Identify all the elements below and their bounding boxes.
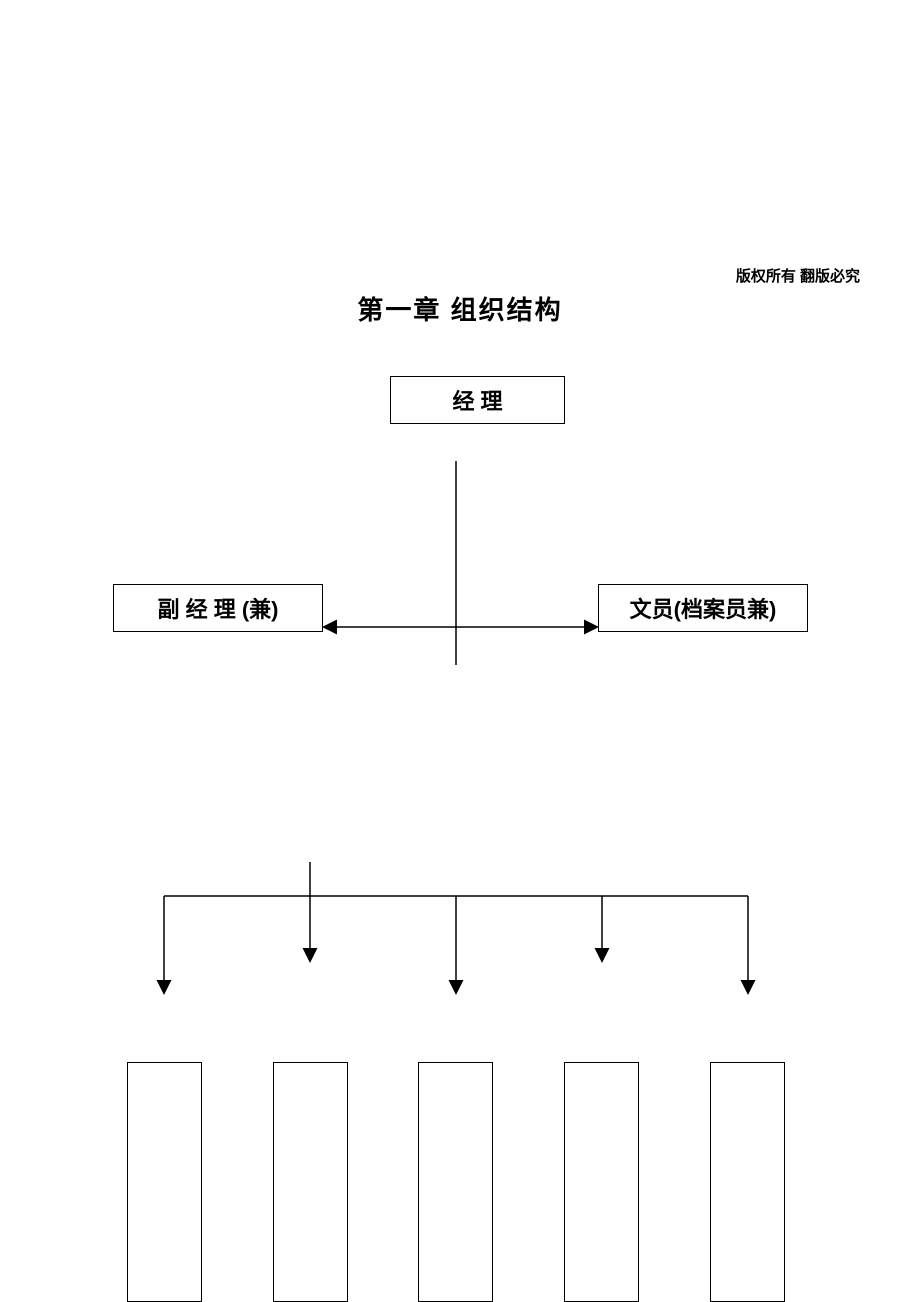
leaf-box-2: [273, 1062, 348, 1302]
leaf-box-3: [418, 1062, 493, 1302]
watermark-text: 版权所有 翻版必究: [736, 265, 860, 286]
node-vice-manager: 副 经 理 (兼): [113, 584, 323, 632]
leaf-box-5: [710, 1062, 785, 1302]
leaf-box-4: [564, 1062, 639, 1302]
node-clerk: 文员(档案员兼): [598, 584, 808, 632]
node-manager: 经 理: [390, 376, 565, 424]
leaf-box-1: [127, 1062, 202, 1302]
chapter-title: 第一章 组织结构: [0, 290, 920, 327]
